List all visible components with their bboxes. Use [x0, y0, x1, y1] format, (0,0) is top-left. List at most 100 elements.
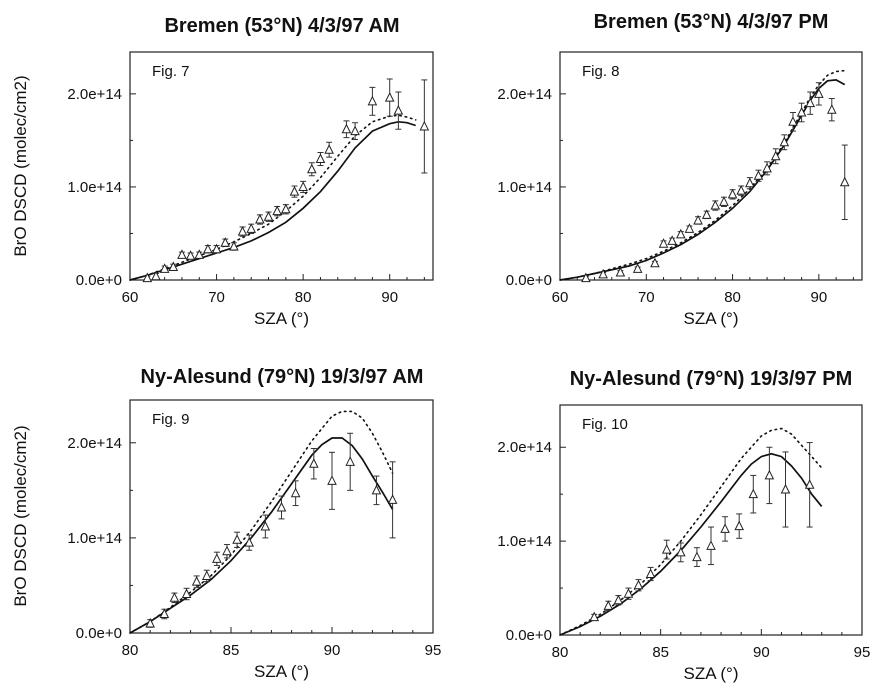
y-tick-label: 0.0e+0	[506, 272, 552, 289]
y-tick-label: 1.0e+14	[67, 530, 122, 547]
data-point-triangle	[589, 611, 600, 622]
data-point-triangle	[719, 196, 729, 206]
data-point-triangle	[727, 188, 738, 199]
data-point-triangle	[826, 104, 837, 114]
data-point-triangle	[623, 588, 634, 598]
data-point-triangle	[598, 268, 608, 279]
data-point-triangle	[159, 263, 170, 273]
x-axis-label: SZA (°)	[254, 662, 309, 681]
x-tick-label: 60	[122, 289, 139, 306]
x-tick-label: 90	[381, 289, 398, 306]
panel-label: Fig. 8	[582, 63, 620, 80]
x-axis-label: SZA (°)	[684, 664, 739, 683]
plot-frame	[559, 404, 863, 636]
x-axis-label: SZA (°)	[254, 309, 309, 328]
data-point-triangle	[211, 243, 222, 254]
data-point-triangle	[661, 543, 672, 554]
chart-title: Bremen (53°N) 4/3/97 PM	[594, 11, 829, 33]
x-tick-label: 80	[295, 289, 312, 306]
data-point-triangle	[675, 228, 686, 239]
chart-panel-2: Bremen (53°N) 4/3/97 PM Fig. 8 60 70 80 90 0.0…	[497, 11, 863, 328]
y-tick-label: 2.0e+14	[67, 435, 122, 452]
data-point-triangle	[684, 223, 695, 233]
data-point-triangle	[177, 249, 187, 259]
data-point-triangle	[229, 240, 239, 251]
panel-label: Fig. 10	[582, 416, 628, 433]
data-point-triangle	[371, 484, 382, 495]
data-point-triangle	[796, 106, 807, 117]
chart-panel-3: Ny-Alesund (79°N) 19/3/97 AM Fig. 9 80 85 90…	[11, 366, 441, 681]
data-point-triangle	[169, 592, 180, 602]
data-point-triangle	[692, 551, 702, 562]
data-point-triangle	[804, 479, 815, 489]
data-point-triangle	[345, 456, 355, 466]
data-point-triangle	[706, 540, 716, 550]
data-point-triangle	[350, 125, 360, 136]
panel-label: Fig. 7	[152, 63, 190, 80]
chart-title: Ny-Alesund (79°N) 19/3/97 AM	[141, 366, 424, 388]
data-point-triangle	[281, 203, 291, 214]
y-tick-label: 2.0e+14	[497, 439, 552, 456]
chart-title: Ny-Alesund (79°N) 19/3/97 PM	[570, 368, 853, 390]
data-point-triangle	[779, 136, 790, 147]
x-tick-label: 95	[425, 642, 442, 659]
data-point-triangle	[145, 617, 156, 628]
data-point-triangle	[222, 545, 232, 556]
data-point-triangle	[384, 91, 395, 102]
data-point-triangle	[142, 272, 153, 283]
data-point-triangle	[393, 105, 404, 115]
y-tick-label: 0.0e+0	[76, 625, 122, 642]
y-tick-label: 1.0e+14	[497, 179, 552, 196]
data-point-triangle	[298, 181, 308, 191]
data-point-triangle	[185, 250, 196, 260]
data-point-triangle	[770, 150, 781, 161]
data-point-triangle	[327, 475, 337, 485]
plot-frame	[129, 399, 434, 634]
data-point-triangle	[309, 458, 319, 468]
data-point-triangle	[168, 261, 179, 271]
x-tick-label: 60	[552, 289, 569, 306]
data-point-triangle	[710, 199, 721, 210]
data-point-triangle	[745, 177, 755, 188]
x-axis-label: SZA (°)	[684, 309, 739, 328]
y-tick-label: 1.0e+14	[67, 179, 122, 196]
data-point-triangle	[734, 520, 744, 531]
data-point-triangle	[232, 534, 242, 544]
x-tick-label: 90	[811, 289, 828, 306]
panel-label: Fig. 9	[152, 411, 190, 428]
data-point-triangle	[191, 576, 202, 586]
data-point-triangle	[237, 225, 248, 236]
data-point-triangle	[419, 120, 430, 131]
data-point-triangle	[276, 501, 287, 512]
data-point-triangle	[306, 163, 317, 174]
data-point-triangle	[650, 257, 660, 268]
data-point-triangle	[581, 272, 591, 283]
data-point-triangle	[387, 494, 398, 504]
data-point-triangle	[220, 237, 231, 247]
data-point-triangle	[780, 483, 791, 494]
data-point-triangle	[289, 185, 300, 196]
data-point-triangle	[753, 170, 764, 180]
data-point-triangle	[255, 213, 265, 224]
y-axis-label: BrO DSCD (molec/cm2)	[11, 425, 30, 606]
data-point-triangle	[748, 488, 759, 499]
data-point-triangle	[645, 568, 656, 578]
data-point-triangle	[764, 469, 775, 480]
data-point-triangle	[201, 570, 212, 580]
data-point-triangle	[181, 588, 192, 599]
plot-frame	[559, 51, 863, 281]
x-tick-label: 80	[552, 644, 569, 661]
data-point-triangle	[272, 205, 282, 216]
data-point-triangle	[633, 579, 644, 590]
data-point-triangle	[805, 97, 816, 108]
model-curve-dotted	[129, 114, 417, 281]
data-point-triangle	[839, 176, 850, 187]
y-tick-label: 1.0e+14	[497, 533, 552, 550]
chart-title: Bremen (53°N) 4/3/97 AM	[164, 15, 399, 37]
model-curve-solid	[559, 452, 823, 636]
x-tick-label: 80	[122, 642, 139, 659]
x-tick-label: 80	[724, 289, 741, 306]
data-point-triangle	[341, 123, 352, 134]
data-point-triangle	[246, 223, 257, 233]
